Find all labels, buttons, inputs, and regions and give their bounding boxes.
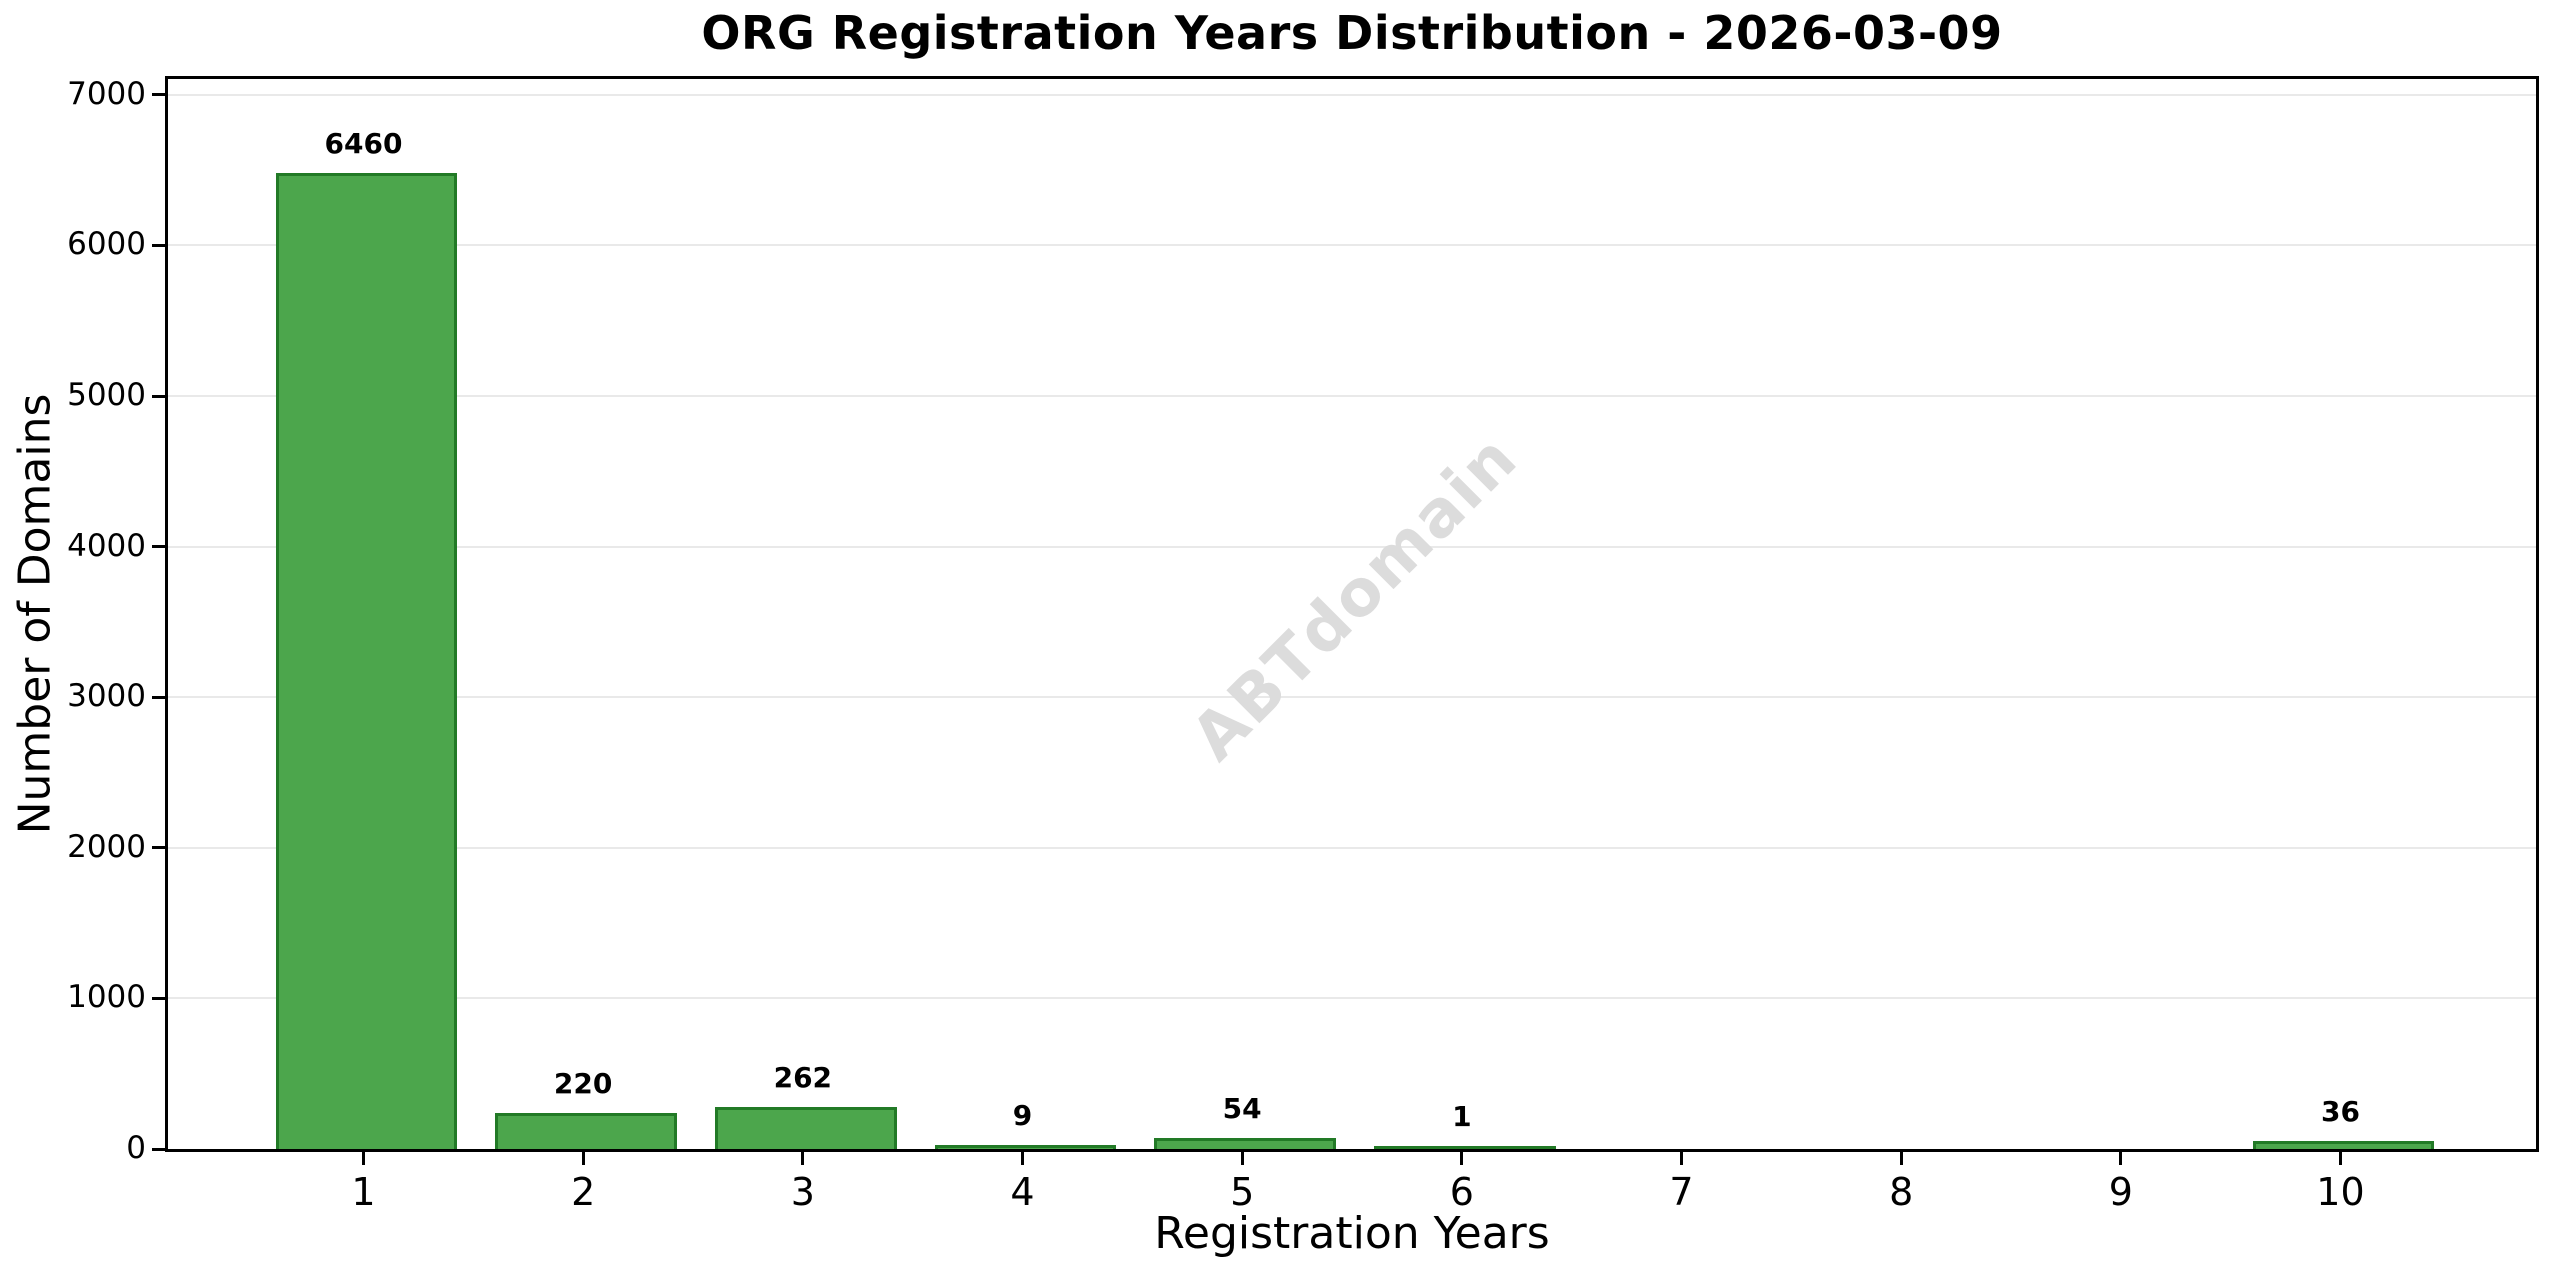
x-tick-label: 3 bbox=[790, 1170, 815, 1214]
y-tick-mark bbox=[152, 394, 165, 398]
bar-value-label: 54 bbox=[1222, 1091, 1262, 1125]
gridline bbox=[168, 244, 2536, 247]
bar-value-label: 220 bbox=[553, 1066, 613, 1100]
y-tick-label: 7000 bbox=[67, 75, 146, 112]
bar-value-label: 36 bbox=[2321, 1094, 2360, 1128]
y-tick-mark bbox=[152, 243, 165, 247]
x-tick-label: 2 bbox=[571, 1170, 596, 1214]
gridline bbox=[168, 696, 2536, 699]
x-tick-mark bbox=[362, 1152, 365, 1165]
y-axis-label: Number of Domains bbox=[9, 393, 61, 835]
gridline bbox=[168, 93, 2536, 96]
x-tick-mark bbox=[1460, 1152, 1464, 1165]
y-tick-label: 2000 bbox=[67, 828, 146, 865]
y-tick-label: 0 bbox=[126, 1130, 146, 1166]
y-tick-mark bbox=[152, 93, 165, 97]
bar bbox=[1154, 1137, 1337, 1149]
bar-value-label: 9 bbox=[1012, 1098, 1033, 1132]
y-tick-label: 1000 bbox=[67, 979, 146, 1016]
x-tick-label: 8 bbox=[1889, 1170, 1914, 1214]
x-tick-mark bbox=[801, 1152, 805, 1165]
bar-value-label: 6460 bbox=[324, 127, 403, 161]
x-tick-mark bbox=[1899, 1152, 1903, 1165]
y-tick-mark bbox=[152, 1147, 165, 1151]
x-tick-label: 1 bbox=[351, 1170, 376, 1214]
gridline bbox=[168, 395, 2536, 397]
x-tick-mark bbox=[2119, 1152, 2123, 1165]
y-tick-mark bbox=[152, 846, 165, 850]
y-tick-mark bbox=[152, 695, 165, 699]
bar-value-label: 1 bbox=[1452, 1099, 1472, 1133]
y-tick-label: 3000 bbox=[67, 678, 146, 715]
bar bbox=[714, 1106, 897, 1149]
x-tick-mark bbox=[1021, 1152, 1024, 1165]
watermark-text: ABTdomain bbox=[1177, 420, 1533, 776]
x-axis-label: Registration Years bbox=[1154, 1208, 1550, 1259]
y-tick-label: 4000 bbox=[67, 527, 146, 564]
bar bbox=[495, 1112, 678, 1149]
x-tick-mark bbox=[1240, 1152, 1244, 1165]
x-tick-mark bbox=[1679, 1152, 1683, 1165]
bar bbox=[2252, 1140, 2435, 1149]
bar bbox=[1373, 1145, 1556, 1149]
gridline bbox=[168, 997, 2536, 1000]
chart-title: ORG Registration Years Distribution - 20… bbox=[701, 6, 2003, 60]
bar bbox=[934, 1144, 1117, 1149]
gridline bbox=[168, 545, 2536, 548]
y-tick-mark bbox=[152, 996, 165, 1000]
x-tick-label: 5 bbox=[1230, 1170, 1255, 1214]
y-tick-label: 5000 bbox=[67, 377, 146, 413]
y-tick-label: 6000 bbox=[67, 226, 146, 263]
bar-value-label: 262 bbox=[773, 1060, 833, 1094]
x-tick-label: 10 bbox=[2316, 1170, 2365, 1214]
gridline bbox=[168, 846, 2536, 849]
x-tick-mark bbox=[2338, 1152, 2342, 1165]
x-tick-label: 4 bbox=[1010, 1170, 1035, 1214]
x-tick-mark bbox=[581, 1152, 585, 1165]
x-tick-label: 9 bbox=[2108, 1170, 2133, 1214]
y-tick-mark bbox=[152, 545, 165, 549]
bar bbox=[275, 173, 458, 1149]
x-tick-label: 6 bbox=[1449, 1170, 1474, 1214]
x-tick-label: 7 bbox=[1669, 1170, 1694, 1214]
